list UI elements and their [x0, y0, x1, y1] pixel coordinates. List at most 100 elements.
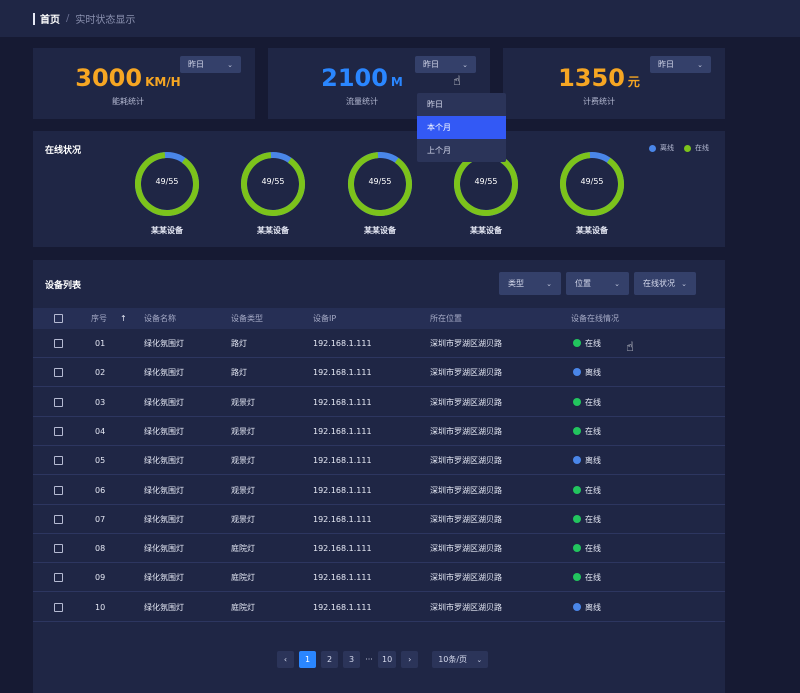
sort-up-icon[interactable]: ↑ [120, 314, 127, 323]
breadcrumb-separator: / [66, 13, 70, 24]
row-device-type: 路灯 [231, 368, 247, 378]
device-ring-name: 某某设备 [576, 226, 608, 235]
energy-period-value: 昨日 [188, 60, 204, 69]
period-option-this-month[interactable]: 本个月 [417, 116, 506, 139]
breadcrumb-home[interactable]: 首页 [40, 15, 60, 26]
row-location: 深圳市罗湖区湖贝路 [430, 368, 502, 378]
row-device-name: 绿化氛围灯 [144, 426, 184, 436]
device-ring-5: 49/55 某某设备 [558, 150, 626, 236]
type-filter-select[interactable]: 类型 ⌄ [499, 272, 561, 295]
device-ring-chart [241, 152, 305, 217]
row-index: 07 [95, 514, 106, 524]
status-filter-select[interactable]: 在线状况 ⌄ [634, 272, 696, 295]
row-status: 在线 [573, 476, 601, 505]
row-location: 深圳市罗湖区湖贝路 [430, 573, 502, 583]
row-device-type: 庭院灯 [231, 602, 255, 612]
row-checkbox[interactable] [54, 368, 63, 378]
chevron-down-icon: ⌄ [681, 279, 687, 288]
row-device-type: 庭院灯 [231, 544, 255, 554]
column-type: 设备类型 [231, 314, 263, 323]
next-page-button[interactable]: › [401, 651, 419, 668]
row-checkbox[interactable] [54, 544, 63, 554]
table-row[interactable]: 01 绿化氛围灯 路灯 192.168.1.111 深圳市罗湖区湖贝路 在线 [33, 329, 725, 358]
billing-period-select[interactable]: 昨日 ⌄ [650, 56, 711, 73]
chevron-down-icon: ⌄ [546, 279, 552, 288]
table-header: 序号 ↑ 设备名称 设备类型 设备IP 所在位置 设备在线情况 [33, 308, 725, 329]
row-device-name: 绿化氛围灯 [144, 485, 184, 495]
online-arc [241, 152, 305, 217]
table-row[interactable]: 07 绿化氛围灯 观景灯 192.168.1.111 深圳市罗湖区湖贝路 在线 [33, 505, 725, 534]
column-ip: 设备IP [313, 314, 337, 323]
row-device-type: 观景灯 [231, 514, 255, 524]
row-checkbox[interactable] [54, 602, 63, 612]
table-row[interactable]: 05 绿化氛围灯 观景灯 192.168.1.111 深圳市罗湖区湖贝路 离线 [33, 446, 725, 476]
device-list-panel: 设备列表 类型 ⌄ 位置 ⌄ 在线状况 ⌄ 序号 ↑ 设备名称 设备类型 设备I… [33, 260, 725, 693]
status-dot [573, 339, 581, 347]
row-checkbox[interactable] [54, 514, 63, 524]
table-row[interactable]: 08 绿化氛围灯 庭院灯 192.168.1.111 深圳市罗湖区湖贝路 在线 [33, 534, 725, 564]
row-checkbox[interactable] [54, 485, 63, 495]
column-name: 设备名称 [144, 314, 176, 323]
row-device-ip: 192.168.1.111 [313, 602, 372, 612]
row-index: 05 [95, 456, 106, 466]
billing-unit: 元 [627, 75, 640, 89]
chevron-down-icon: ⌄ [462, 60, 468, 69]
row-device-ip: 192.168.1.111 [313, 368, 372, 378]
page-button-2[interactable]: 2 [321, 651, 338, 668]
row-device-name: 绿化氛围灯 [144, 544, 184, 554]
table-row[interactable]: 06 绿化氛围灯 观景灯 192.168.1.111 深圳市罗湖区湖贝路 在线 [33, 476, 725, 505]
column-location: 所在位置 [430, 314, 462, 323]
table-row[interactable]: 04 绿化氛围灯 观景灯 192.168.1.111 深圳市罗湖区湖贝路 在线 [33, 417, 725, 446]
row-status-label: 离线 [585, 602, 601, 612]
status-dot [573, 514, 581, 523]
row-device-name: 绿化氛围灯 [144, 368, 184, 378]
device-ring-2: 49/55 某某设备 [239, 150, 307, 236]
energy-stat-card: 3000 KM/H 能耗统计 昨日 ⌄ [33, 48, 255, 119]
period-option-last-month[interactable]: 上个月 [427, 146, 451, 155]
table-row[interactable]: 10 绿化氛围灯 庭院灯 192.168.1.111 深圳市罗湖区湖贝路 离线 [33, 593, 725, 622]
device-ring-count: 49/55 [155, 177, 179, 186]
row-checkbox[interactable] [54, 426, 63, 436]
prev-page-button[interactable]: ‹ [277, 651, 294, 668]
table-row[interactable]: 02 绿化氛围灯 路灯 192.168.1.111 深圳市罗湖区湖贝路 离线 [33, 358, 725, 388]
row-device-name: 绿化氛围灯 [144, 514, 184, 524]
page-button-3[interactable]: 3 [343, 651, 360, 668]
column-index[interactable]: 序号 [91, 314, 107, 323]
chevron-down-icon: ⌄ [697, 60, 703, 69]
breadcrumb-current: 实时状态显示 [75, 15, 136, 26]
location-filter-select[interactable]: 位置 ⌄ [566, 272, 629, 295]
row-device-name: 绿化氛围灯 [144, 456, 184, 466]
status-dot [573, 368, 581, 377]
page-button-last[interactable]: 10 [378, 651, 397, 668]
online-legend-label: 在线 [695, 144, 709, 152]
billing-stat-card: 1350 元 计费统计 昨日 ⌄ [503, 48, 725, 119]
row-checkbox[interactable] [54, 397, 63, 407]
page-button-1[interactable]: 1 [299, 651, 316, 668]
device-ring-name: 某某设备 [470, 226, 502, 235]
row-device-type: 观景灯 [231, 456, 255, 466]
row-index: 01 [95, 339, 106, 348]
traffic-period-select[interactable]: 昨日 ⌄ [415, 56, 476, 73]
row-location: 深圳市罗湖区湖贝路 [430, 544, 502, 554]
row-checkbox[interactable] [54, 573, 63, 583]
row-location: 深圳市罗湖区湖贝路 [430, 339, 502, 348]
row-status-label: 在线 [585, 397, 601, 407]
online-arc [348, 152, 412, 217]
period-option-yesterday[interactable]: 昨日 [427, 100, 443, 109]
device-ring-count: 49/55 [261, 177, 285, 186]
select-all-checkbox[interactable] [54, 314, 63, 323]
energy-period-select[interactable]: 昨日 ⌄ [180, 56, 241, 73]
page-size-select[interactable]: 10条/页 ⌄ [432, 651, 489, 668]
row-status-label: 在线 [585, 544, 601, 554]
table-row[interactable]: 03 绿化氛围灯 观景灯 192.168.1.111 深圳市罗湖区湖贝路 在线 [33, 388, 725, 417]
row-checkbox[interactable] [54, 456, 63, 466]
location-filter-label: 位置 [575, 279, 591, 288]
row-index: 04 [95, 426, 106, 436]
table-row[interactable]: 09 绿化氛围灯 庭院灯 192.168.1.111 深圳市罗湖区湖贝路 在线 [33, 563, 725, 593]
status-filter-label: 在线状况 [643, 279, 675, 288]
status-dot [573, 602, 581, 611]
row-location: 深圳市罗湖区湖贝路 [430, 456, 502, 466]
row-status-label: 离线 [585, 456, 601, 466]
row-device-ip: 192.168.1.111 [313, 573, 372, 583]
row-checkbox[interactable] [54, 339, 63, 348]
